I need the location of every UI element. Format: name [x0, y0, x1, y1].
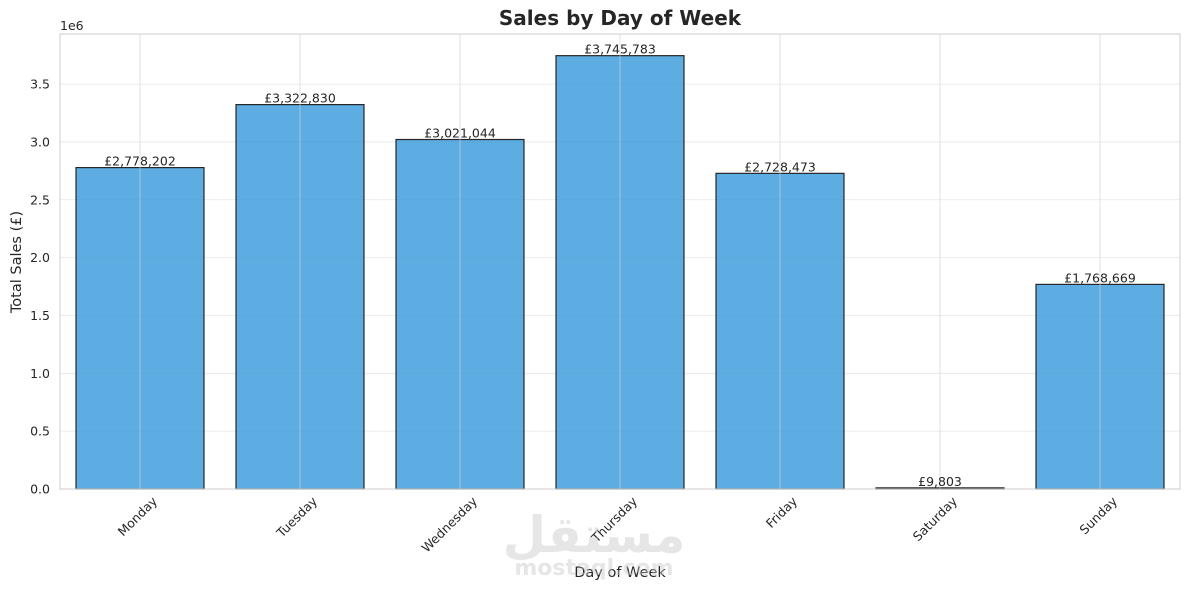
data-label: £2,728,473: [744, 159, 816, 174]
y-tick-label: 3.5: [30, 77, 50, 92]
watermark-latin: mostaql.com: [514, 556, 673, 581]
watermark-logo: مستقل mostaql.com: [503, 506, 686, 581]
y-tick-label: 3.0: [30, 134, 50, 149]
plot-frame: [59, 33, 1181, 490]
y-tick-label: 1.0: [30, 366, 50, 381]
data-label: £3,322,830: [264, 91, 336, 106]
data-label: £9,803: [918, 474, 962, 489]
data-label: £2,778,202: [104, 154, 176, 169]
y-tick-label: 0.0: [30, 482, 50, 497]
data-label: £3,021,044: [424, 126, 496, 141]
data-label: £1,768,669: [1064, 270, 1136, 285]
y-axis-offset-label: 1e6: [60, 18, 84, 33]
y-tick-label: 0.5: [30, 424, 50, 439]
y-tick-label: 1.5: [30, 308, 50, 323]
chart-title: Sales by Day of Week: [499, 6, 742, 30]
y-tick-label: 2.5: [30, 192, 50, 207]
data-label: £3,745,783: [584, 42, 656, 57]
y-axis-label: Total Sales (£): [9, 211, 25, 314]
watermark-arabic: مستقل: [503, 506, 686, 564]
y-tick-label: 2.0: [30, 250, 50, 265]
plot-area: £2,778,202 £3,322,830 £3,021,044 £3,745,783…: [30, 33, 1181, 555]
x-axis-label: Day of Week: [574, 565, 666, 581]
